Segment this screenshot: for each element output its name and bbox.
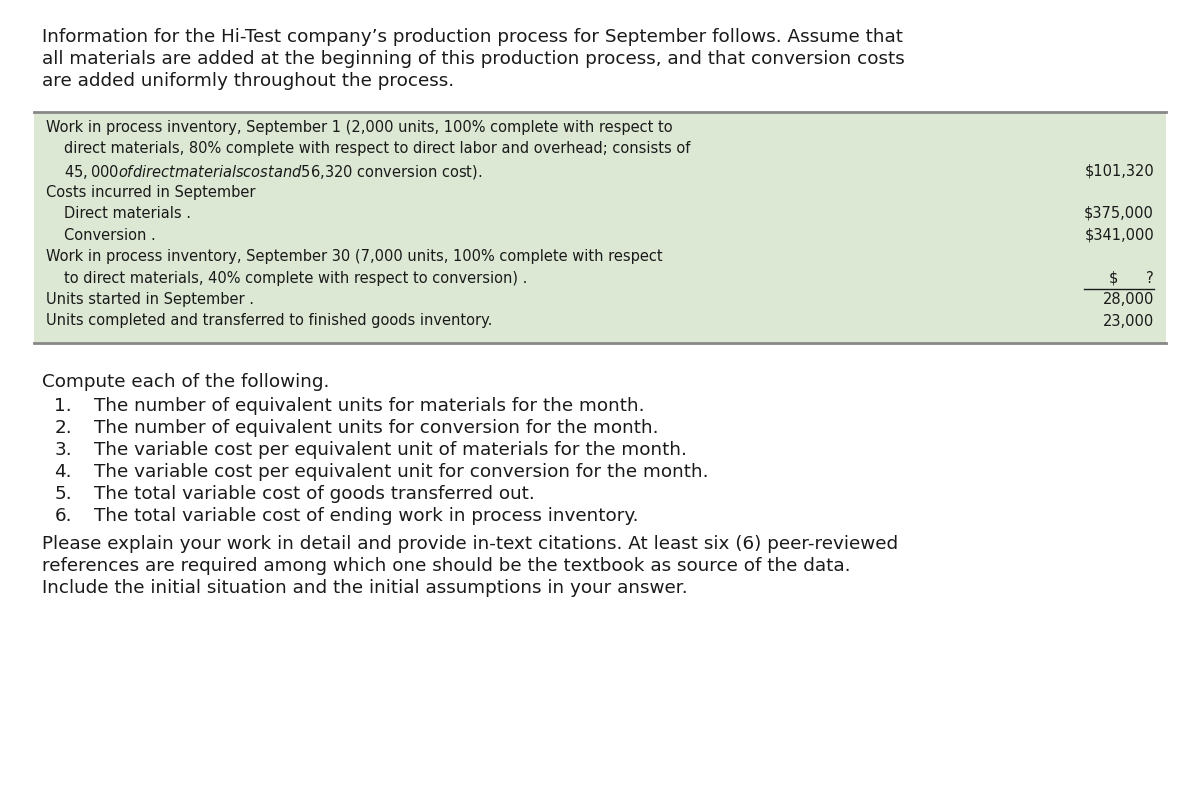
Bar [34,112,1166,343]
Text: 3.: 3. [54,441,72,459]
Text: Compute each of the following.: Compute each of the following. [42,373,329,391]
Text: 1.: 1. [54,397,72,415]
Text: Units started in September .: Units started in September . [46,292,254,307]
Text: Conversion .: Conversion . [64,227,156,243]
Text: The total variable cost of ending work in process inventory.: The total variable cost of ending work i… [94,507,638,525]
Text: $375,000: $375,000 [1084,206,1154,221]
Text: direct materials, 80% complete with respect to direct labor and overhead; consis: direct materials, 80% complete with resp… [64,142,690,156]
Text: Direct materials .: Direct materials . [64,206,191,221]
Text: 6.: 6. [54,507,72,525]
Text: The number of equivalent units for conversion for the month.: The number of equivalent units for conve… [94,419,659,437]
Text: Work in process inventory, September 1 (2,000 units, 100% complete with respect : Work in process inventory, September 1 (… [46,120,673,135]
Text: Please explain your work in detail and provide in-text citations. At least six (: Please explain your work in detail and p… [42,535,898,553]
Text: The variable cost per equivalent unit for conversion for the month.: The variable cost per equivalent unit fo… [94,463,708,481]
Text: all materials are added at the beginning of this production process, and that co: all materials are added at the beginning… [42,50,905,68]
Text: $341,000: $341,000 [1085,227,1154,243]
Text: Include the initial situation and the initial assumptions in your answer.: Include the initial situation and the in… [42,579,688,597]
Text: Units completed and transferred to finished goods inventory.: Units completed and transferred to finis… [46,314,492,329]
Text: Information for the Hi-Test company’s production process for September follows. : Information for the Hi-Test company’s pr… [42,28,904,46]
Text: $101,320: $101,320 [1085,163,1154,178]
Text: The total variable cost of goods transferred out.: The total variable cost of goods transfe… [94,485,535,503]
Text: to direct materials, 40% complete with respect to conversion) .: to direct materials, 40% complete with r… [64,271,527,285]
Text: The number of equivalent units for materials for the month.: The number of equivalent units for mater… [94,397,644,415]
Text: $      ?: $ ? [1109,271,1154,285]
Text: 28,000: 28,000 [1103,292,1154,307]
Text: 5.: 5. [54,485,72,503]
Text: 2.: 2. [54,419,72,437]
Text: The variable cost per equivalent unit of materials for the month.: The variable cost per equivalent unit of… [94,441,686,459]
Text: $45,000 of direct materials cost and $56,320 conversion cost).: $45,000 of direct materials cost and $56… [64,163,482,181]
Text: 23,000: 23,000 [1103,314,1154,329]
Text: are added uniformly throughout the process.: are added uniformly throughout the proce… [42,72,454,90]
Text: references are required among which one should be the textbook as source of the : references are required among which one … [42,557,851,575]
Text: 4.: 4. [54,463,72,481]
Text: Work in process inventory, September 30 (7,000 units, 100% complete with respect: Work in process inventory, September 30 … [46,249,662,264]
Text: Costs incurred in September: Costs incurred in September [46,185,256,200]
